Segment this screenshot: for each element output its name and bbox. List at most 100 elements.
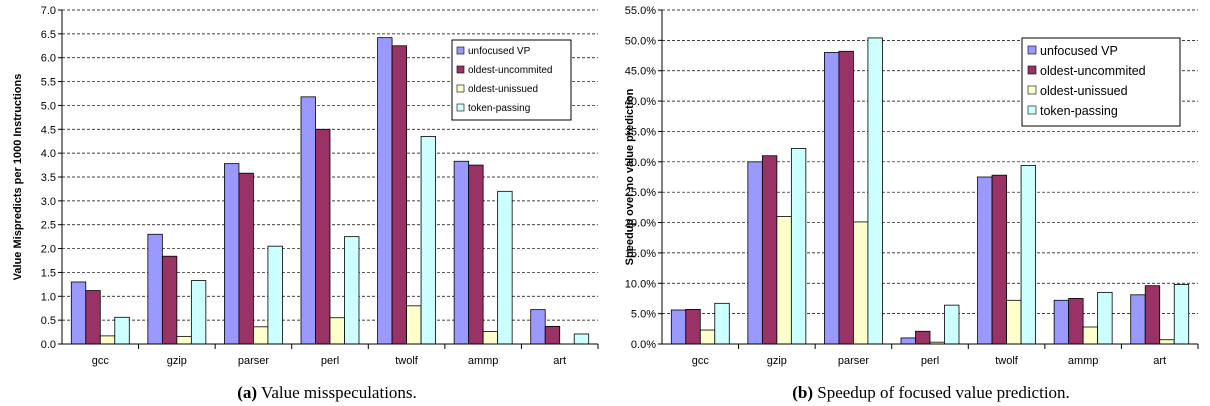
legend-swatch-unissued-a (456, 84, 465, 93)
y-tick-label: 3.0 (41, 196, 56, 208)
x-tick-label-twolf: twolf (995, 355, 1019, 367)
bar-token-twolf (1020, 165, 1036, 345)
y-tick-label: 0.0% (631, 339, 656, 351)
legend-swatch-token-a (456, 103, 465, 112)
legend-label-unfocused-a: unfocused VP (468, 46, 531, 57)
y-tick-labels-a: 0.0 0.5 1.0 1.5 2.0 2.5 3.0 3.5 4.0 4.5 5.0 5.5 6.0 6… (41, 5, 56, 351)
chart-speedup: 0.0% 5.0% 10.0% 15.0% 20.0% 25.0% 30.0% 35.0% 40… (624, 5, 1199, 402)
y-tick-label: 5.0 (41, 100, 56, 112)
bar-uncommited-parser (838, 50, 854, 345)
bar-token-gzip (190, 280, 207, 345)
legend-a: unfocused VP oldest-uncommited oldest-un… (451, 39, 572, 121)
y-tick-label: 2.0 (41, 244, 56, 256)
legend-swatch-token-b (1027, 105, 1037, 115)
bar-unfocused-gzip (747, 161, 763, 345)
bar-token-twolf (420, 136, 436, 345)
bar-unissued-twolf (1006, 299, 1022, 345)
bar-uncommited-art (544, 325, 561, 345)
bar-uncommited-ammp (468, 164, 484, 345)
bar-unfocused-twolf (977, 176, 993, 345)
caption-text-a: Value misspeculations. (257, 383, 417, 402)
x-tick-label-parser: parser (238, 355, 270, 367)
x-tick-label-art: art (553, 355, 566, 367)
bar-token-perl (944, 304, 960, 345)
bar-unfocused-gzip (147, 233, 163, 345)
legend-swatch-uncommited-a (456, 65, 465, 74)
axes-a (58, 9, 599, 349)
bar-unfocused-parser (824, 52, 840, 345)
bar-unissued-gcc (699, 329, 716, 345)
legend-label-unfocused-b: unfocused VP (1040, 44, 1118, 58)
y-tick-label: 6.5 (41, 29, 56, 41)
legend-swatch-unissued-b (1027, 85, 1037, 95)
legend-b: unfocused VP oldest-uncommited oldest-un… (1021, 37, 1181, 127)
bar-token-art (1173, 284, 1190, 345)
bar-uncommited-twolf (991, 174, 1007, 345)
bar-unfocused-art (530, 309, 546, 345)
chart-value-mispredicts: 0.0 0.5 1.0 1.5 2.0 2.5 3.0 3.5 4.0 4.5 5.0 5.5 6.0 6… (12, 5, 599, 402)
bar-token-gcc (114, 316, 130, 345)
legend-label-unissued-a: oldest-unissued (468, 84, 538, 95)
bar-unfocused-gcc (670, 309, 687, 345)
caption-b: (b) Speedup of focused value prediction. (792, 383, 1070, 402)
caption-prefix-b: (b) (792, 383, 813, 402)
x-tick-label-ammp: ammp (1068, 355, 1099, 367)
y-tick-label: 15.0% (625, 248, 656, 260)
bar-unissued-art (1159, 339, 1175, 345)
bar-unfocused-perl (900, 337, 916, 345)
bar-unfocused-twolf (377, 37, 393, 345)
legend-box-b (1021, 37, 1181, 127)
bar-token-ammp (497, 190, 513, 345)
bar-uncommited-ammp (1068, 298, 1084, 345)
x-tick-label-perl: perl (921, 355, 939, 367)
bar-unissued-gcc (99, 335, 116, 345)
y-tick-label: 0.5 (41, 315, 56, 327)
legend-swatch-unfocused-b (1027, 45, 1037, 55)
bar-unfocused-gcc (70, 281, 87, 345)
y-tick-label: 5.0% (631, 309, 656, 321)
bar-uncommited-perl (915, 330, 931, 345)
x-tick-label-gzip: gzip (767, 355, 787, 367)
caption-text-b: Speedup of focused value prediction. (813, 383, 1070, 402)
caption-a: (a) Value misspeculations. (237, 383, 417, 402)
legend-swatch-unfocused-a (456, 46, 465, 55)
legend-label-uncommited-a: oldest-uncommited (468, 65, 552, 76)
bar-unissued-ammp (482, 331, 499, 345)
y-tick-label: 3.5 (41, 172, 56, 184)
axes-b (658, 9, 1199, 349)
bar-uncommited-gzip (161, 255, 178, 345)
y-tick-label: 40.0% (625, 96, 656, 108)
bar-uncommited-gzip (761, 155, 778, 345)
x-tick-label-art: art (1153, 355, 1166, 367)
legend-swatch-uncommited-b (1027, 65, 1037, 75)
y-tick-label: 55.0% (625, 5, 656, 17)
y-tick-label: 45.0% (625, 66, 656, 78)
bar-token-gcc (714, 302, 730, 345)
bar-unissued-parser (253, 326, 269, 345)
bar-unissued-ammp (1082, 326, 1099, 345)
x-tick-label-ammp: ammp (468, 355, 499, 367)
bar-token-parser (267, 245, 283, 345)
y-tick-label: 35.0% (625, 126, 656, 138)
y-tick-label: 5.5 (41, 77, 56, 89)
y-tick-label: 2.5 (41, 220, 56, 232)
bar-token-gzip (790, 148, 807, 345)
y-tick-label: 6.0 (41, 53, 56, 65)
y-tick-label: 7.0 (41, 5, 56, 17)
y-axis-label-b: Speedup over no value prediction (624, 88, 636, 265)
legend-label-unissued-b: oldest-unissued (1040, 84, 1128, 98)
y-tick-label: 1.5 (41, 267, 56, 279)
x-tick-label-gzip: gzip (167, 355, 187, 367)
legend-box-a (451, 39, 572, 121)
bar-unissued-twolf (406, 305, 422, 345)
bar-unfocused-ammp (453, 160, 470, 345)
bar-uncommited-art (1144, 285, 1161, 345)
legend-label-token-b: token-passing (1040, 104, 1118, 118)
bar-token-perl (344, 236, 360, 345)
bar-unissued-gzip (176, 335, 192, 345)
y-tick-label: 0.0 (41, 339, 56, 351)
y-axis-label-a: Value Mispredicts per 1000 Instructions (12, 74, 24, 281)
bar-unfocused-perl (300, 96, 316, 345)
x-tick-label-gcc: gcc (92, 355, 110, 367)
